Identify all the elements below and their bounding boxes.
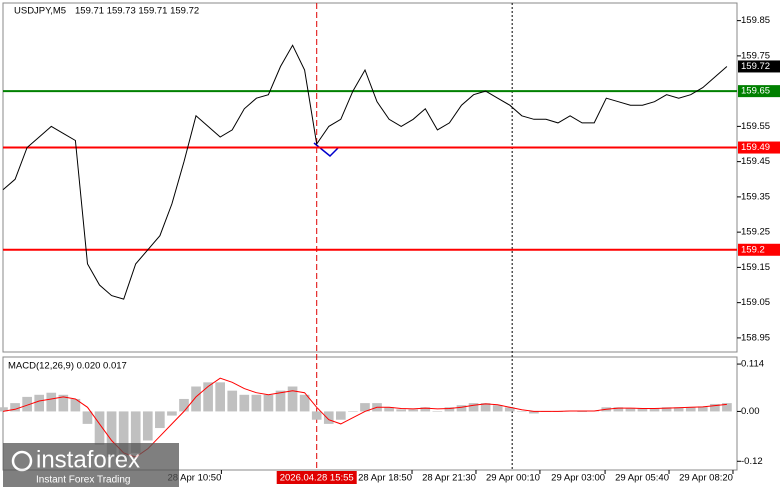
macd-bar bbox=[239, 394, 250, 412]
macd-bar bbox=[118, 411, 129, 462]
macd-bar bbox=[94, 411, 105, 445]
macd-bar bbox=[432, 411, 443, 412]
macd-pane bbox=[2, 356, 738, 471]
macd-bar bbox=[251, 394, 262, 412]
macd-title: MACD(12,26,9) 0.020 0.017 bbox=[8, 361, 127, 372]
macd-bar bbox=[685, 407, 696, 412]
macd-bar bbox=[529, 411, 539, 414]
macd-bar bbox=[34, 394, 45, 412]
macd-bar bbox=[492, 405, 503, 412]
macd-bar bbox=[360, 403, 370, 412]
macd-bar bbox=[167, 411, 177, 416]
macd-bar bbox=[82, 411, 93, 424]
level-label-bg bbox=[738, 243, 780, 256]
crosshair-label: 2026.04.28 15:55 bbox=[280, 473, 354, 484]
macd-bar bbox=[311, 411, 322, 420]
macd-bar bbox=[275, 390, 286, 412]
price-pane bbox=[2, 2, 738, 353]
macd-bar bbox=[480, 403, 491, 412]
macd-bar bbox=[577, 411, 587, 412]
macd-bar bbox=[649, 408, 660, 412]
watermark-tagline: Instant Forex Trading bbox=[36, 475, 131, 486]
x-tick-label: 28 Apr 21:30 bbox=[422, 473, 476, 484]
macd-bar bbox=[444, 407, 455, 412]
y-tick-label: 159.55 bbox=[741, 121, 770, 132]
macd-bar bbox=[10, 403, 20, 412]
y-tick-label: 159.05 bbox=[741, 297, 770, 308]
macd-bar bbox=[673, 407, 684, 412]
level-label: 159.65 bbox=[741, 86, 770, 97]
macd-bar bbox=[46, 392, 57, 412]
macd-bar bbox=[179, 398, 189, 412]
level-label: 159.2 bbox=[741, 244, 765, 255]
x-tick-label: 28 Apr 10:50 bbox=[167, 473, 221, 484]
macd-bar bbox=[287, 386, 298, 412]
level-label: 159.49 bbox=[741, 142, 770, 153]
y-tick-label: 159.75 bbox=[741, 50, 770, 61]
macd-bar bbox=[58, 394, 69, 412]
macd-bar bbox=[323, 411, 334, 424]
watermark-brand: instaforex bbox=[36, 446, 140, 473]
macd-bar bbox=[227, 390, 238, 412]
macd-bar bbox=[456, 405, 467, 412]
last-price-label: 159.72 bbox=[741, 61, 770, 72]
macd-bar bbox=[263, 394, 274, 412]
macd-bar bbox=[299, 394, 310, 412]
x-tick-label: 29 Apr 00:10 bbox=[486, 473, 540, 484]
y-tick-label: 159.45 bbox=[741, 156, 770, 167]
y-tick-label: 159.35 bbox=[741, 191, 770, 202]
macd-bar bbox=[516, 411, 527, 412]
price-line bbox=[2, 44, 728, 300]
x-tick-label: 29 Apr 08:20 bbox=[679, 473, 733, 484]
macd-bar bbox=[468, 403, 479, 412]
y-tick-label: 159.15 bbox=[741, 262, 770, 273]
watermark-logo bbox=[11, 450, 33, 472]
macd-bar bbox=[661, 407, 672, 412]
macd-bar bbox=[130, 411, 141, 453]
macd-bar bbox=[215, 382, 226, 412]
macd-bar bbox=[697, 406, 708, 412]
x-tick-label: 28 Apr 18:50 bbox=[358, 473, 412, 484]
x-tick-label: 29 Apr 03:00 bbox=[551, 473, 605, 484]
last-price-bg bbox=[738, 60, 780, 73]
macd-bar bbox=[420, 407, 431, 412]
macd-bar bbox=[625, 408, 636, 412]
level-label-bg bbox=[738, 141, 780, 154]
macd-bar bbox=[22, 396, 32, 412]
macd-bar bbox=[155, 411, 165, 429]
macd-bar bbox=[637, 408, 648, 412]
drawn-object bbox=[313, 142, 339, 158]
macd-bar bbox=[70, 398, 81, 412]
macd-bar bbox=[348, 411, 358, 412]
macd-bar bbox=[613, 407, 624, 412]
y2-tick-label: 0.00 bbox=[741, 406, 760, 417]
watermark: instaforex Instant Forex Trading bbox=[3, 443, 179, 487]
macd-bar bbox=[191, 386, 201, 412]
y-tick-label: 159.25 bbox=[741, 227, 770, 238]
macd-bar bbox=[710, 403, 720, 412]
y2-tick-label: 0.114 bbox=[741, 359, 764, 370]
x-tick-label: 29 Apr 05:40 bbox=[615, 473, 669, 484]
macd-bar bbox=[408, 409, 419, 412]
macd-bar bbox=[384, 407, 394, 412]
macd-bar bbox=[396, 409, 406, 412]
macd-bar bbox=[722, 403, 732, 412]
macd-bar bbox=[504, 407, 515, 412]
macd-bar bbox=[0, 407, 8, 412]
level-label-bg bbox=[738, 85, 780, 98]
watermark-bg bbox=[3, 443, 179, 487]
y-tick-label: 158.95 bbox=[741, 332, 770, 343]
macd-bar bbox=[106, 411, 117, 458]
crosshair-label-bg bbox=[276, 471, 357, 484]
macd-bar bbox=[203, 382, 213, 412]
y-tick-label: 159.85 bbox=[741, 15, 770, 26]
macd-bar bbox=[336, 411, 346, 420]
macd-bar bbox=[142, 411, 153, 441]
chart-title: USDJPY,M5 bbox=[14, 6, 66, 17]
chart-subtitle: 159.71 159.73 159.71 159.72 bbox=[75, 6, 199, 17]
y2-tick-label: -0.12 bbox=[741, 456, 763, 467]
